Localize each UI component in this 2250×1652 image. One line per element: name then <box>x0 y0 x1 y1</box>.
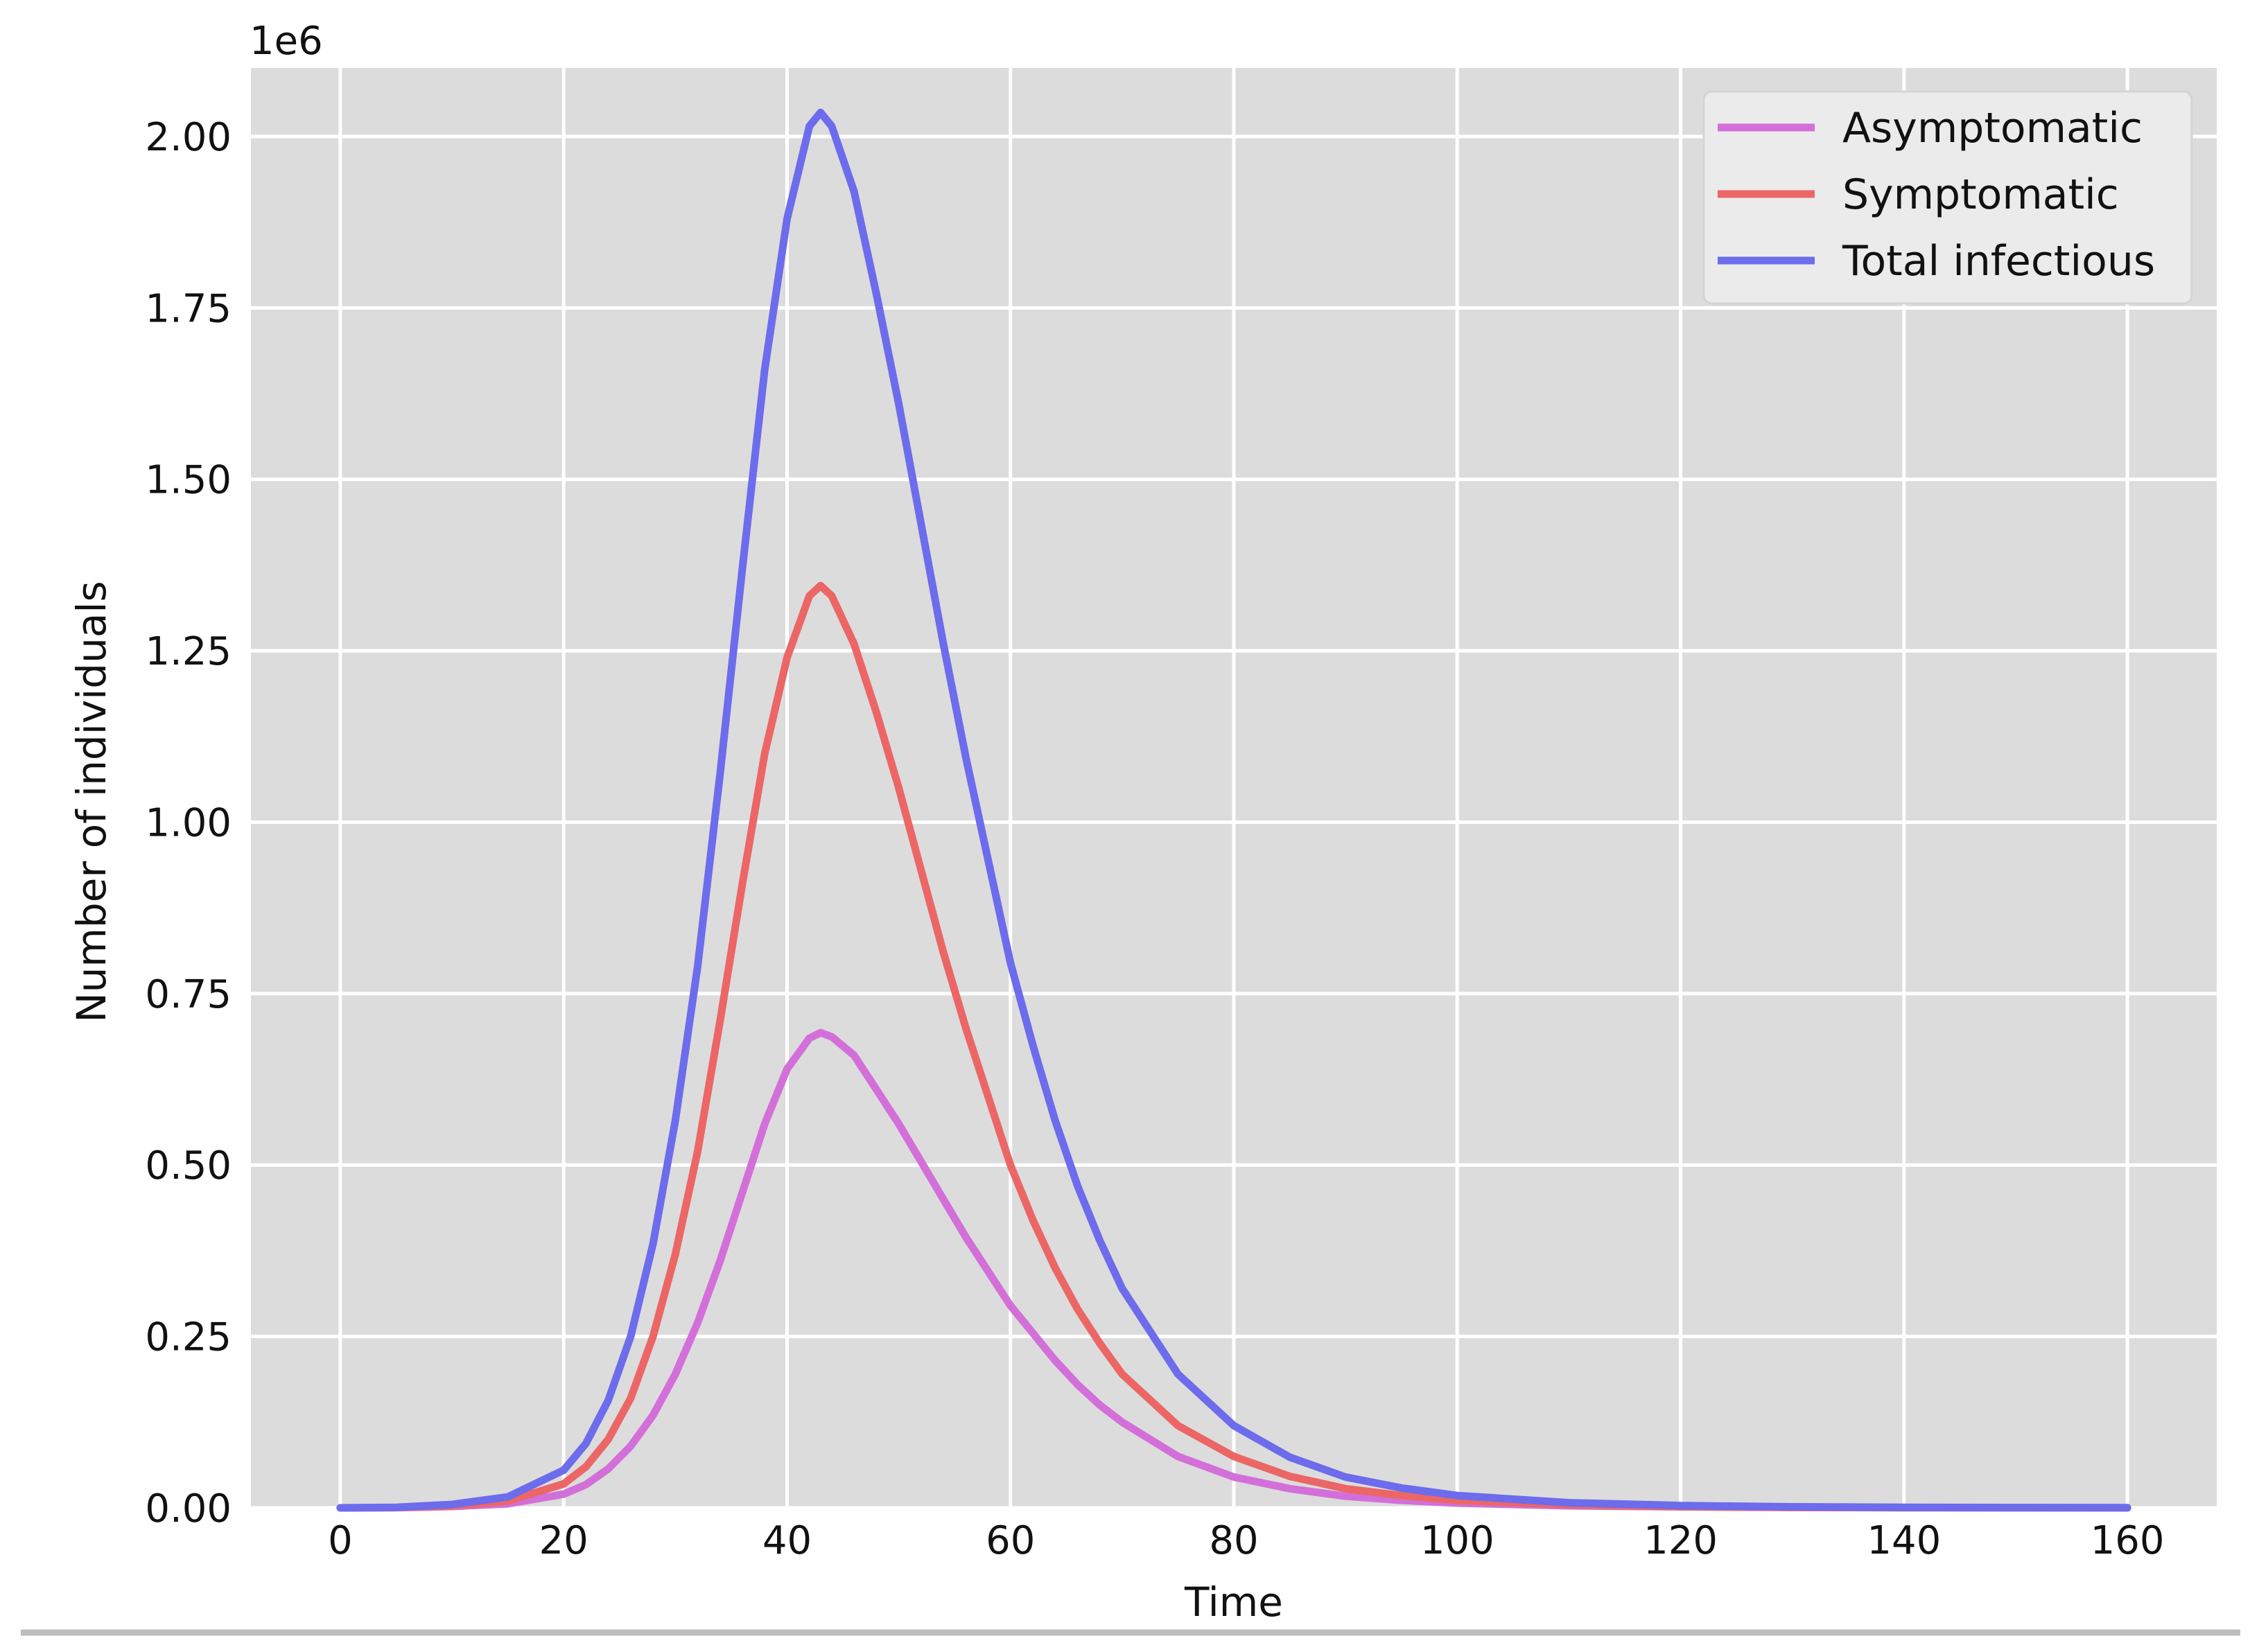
y-tick-label: 0.50 <box>145 1143 232 1188</box>
series-lines <box>336 108 2131 1512</box>
y-tick-label: 0.00 <box>145 1486 232 1531</box>
legend-label: Symptomatic <box>1842 170 2119 219</box>
x-tick-label: 0 <box>328 1518 353 1563</box>
y-tick-label: 1.25 <box>145 629 232 674</box>
y-tick-label: 2.00 <box>145 115 232 160</box>
y-tick-label: 1.75 <box>145 286 232 331</box>
legend-box <box>1702 90 2193 305</box>
y-tick-label: 0.25 <box>145 1315 232 1360</box>
legend-label: Asymptomatic <box>1842 104 2143 152</box>
y-axis-label: Number of individuals <box>68 581 115 1022</box>
x-tick-label: 120 <box>1643 1518 1718 1563</box>
y-axis-ticks: 0.00 0.25 0.50 0.75 1.00 1.25 1.50 1.75 2.00 <box>145 115 232 1531</box>
x-axis-label: Time <box>1184 1579 1283 1626</box>
legend: Asymptomatic Symptomatic Total infectious <box>1702 90 2193 305</box>
series-line-total-infectious <box>336 108 2131 1512</box>
x-axis-ticks: 0 20 40 60 80 100 120 140 160 <box>328 1518 2164 1563</box>
y-axis-offset-label: 1e6 <box>250 19 323 64</box>
y-tick-label: 1.50 <box>145 458 232 503</box>
series-line-symptomatic <box>336 581 2131 1512</box>
y-tick-label: 0.75 <box>145 972 232 1017</box>
x-tick-label: 100 <box>1420 1518 1494 1563</box>
legend-label: Total infectious <box>1842 237 2155 285</box>
series-line-asymptomatic <box>336 1028 2131 1512</box>
x-tick-label: 60 <box>986 1518 1035 1563</box>
x-tick-label: 80 <box>1209 1518 1258 1563</box>
x-tick-label: 20 <box>539 1518 588 1563</box>
y-tick-label: 1.00 <box>145 800 232 845</box>
x-tick-label: 40 <box>762 1518 812 1563</box>
x-tick-label: 140 <box>1867 1518 1941 1563</box>
x-tick-label: 160 <box>2091 1518 2165 1563</box>
